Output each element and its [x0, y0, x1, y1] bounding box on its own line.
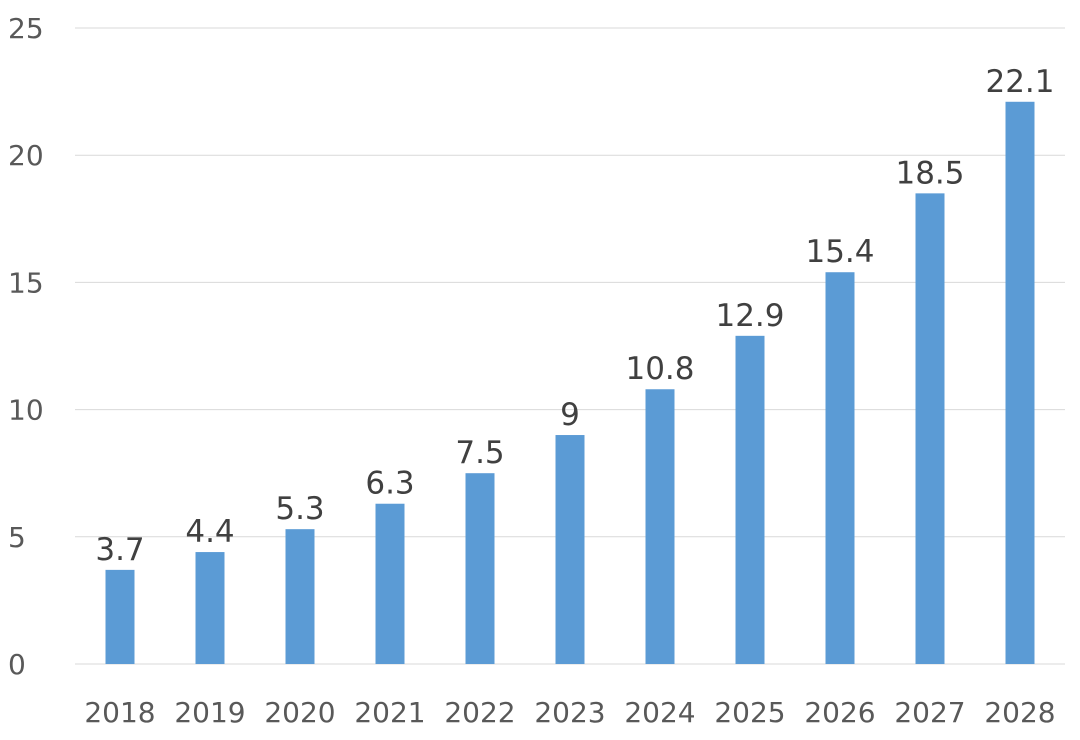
x-tick-label-2020: 2020: [264, 696, 335, 729]
data-labels-layer: 3.7 4.4 5.3 6.3 7.5 9 10.8 12.9 15.4 18.5 22.1: [95, 64, 1054, 568]
x-tick-label-2026: 2026: [804, 696, 875, 729]
x-tick-label-2023: 2023: [534, 696, 605, 729]
y-tick-label: 0: [8, 648, 26, 681]
bar-2024: [645, 389, 675, 664]
bar-2019: [195, 552, 225, 664]
x-tick-label-2024: 2024: [624, 696, 695, 729]
bar-2018: [105, 569, 135, 664]
x-tick-label-2025: 2025: [714, 696, 785, 729]
data-label-2025: 12.9: [715, 298, 784, 334]
grid-layer: [75, 27, 1065, 665]
bar-2027: [915, 193, 945, 665]
data-label-2019: 4.4: [185, 514, 234, 550]
bar-2021: [375, 503, 405, 664]
bar-2020: [285, 529, 315, 664]
bar-2025: [735, 335, 765, 664]
data-label-2021: 6.3: [365, 466, 414, 502]
y-tick-label: 20: [8, 139, 44, 172]
bar-2023: [555, 435, 585, 664]
data-label-2028: 22.1: [985, 64, 1054, 100]
y-tick-label: 5: [8, 521, 26, 554]
y-tick-label: 25: [8, 12, 44, 45]
data-label-2024: 10.8: [625, 351, 694, 387]
bar-2026: [825, 272, 855, 664]
x-tick-label-2021: 2021: [354, 696, 425, 729]
bar-2022: [465, 473, 495, 664]
data-label-2022: 7.5: [455, 435, 504, 471]
x-tick-label-2022: 2022: [444, 696, 515, 729]
x-tick-label-2018: 2018: [84, 696, 155, 729]
x-tick-label-2027: 2027: [894, 696, 965, 729]
data-label-2018: 3.7: [95, 532, 144, 568]
data-label-2026: 15.4: [805, 234, 874, 270]
x-tick-label-2028: 2028: [984, 696, 1055, 729]
bars-layer: [105, 101, 1035, 665]
x-axis: 2018 2019 2020 2021 2022 2023 2024 2025 2026 2027…: [84, 696, 1055, 729]
bar-2028: [1005, 101, 1035, 664]
y-tick-label: 15: [8, 266, 44, 299]
x-tick-label-2019: 2019: [174, 696, 245, 729]
y-tick-label: 10: [8, 394, 44, 427]
data-label-2027: 18.5: [895, 155, 964, 191]
data-label-2023: 9: [560, 397, 580, 433]
y-axis: 0 5 10 15 20 25: [8, 12, 44, 681]
data-label-2020: 5.3: [275, 491, 324, 527]
